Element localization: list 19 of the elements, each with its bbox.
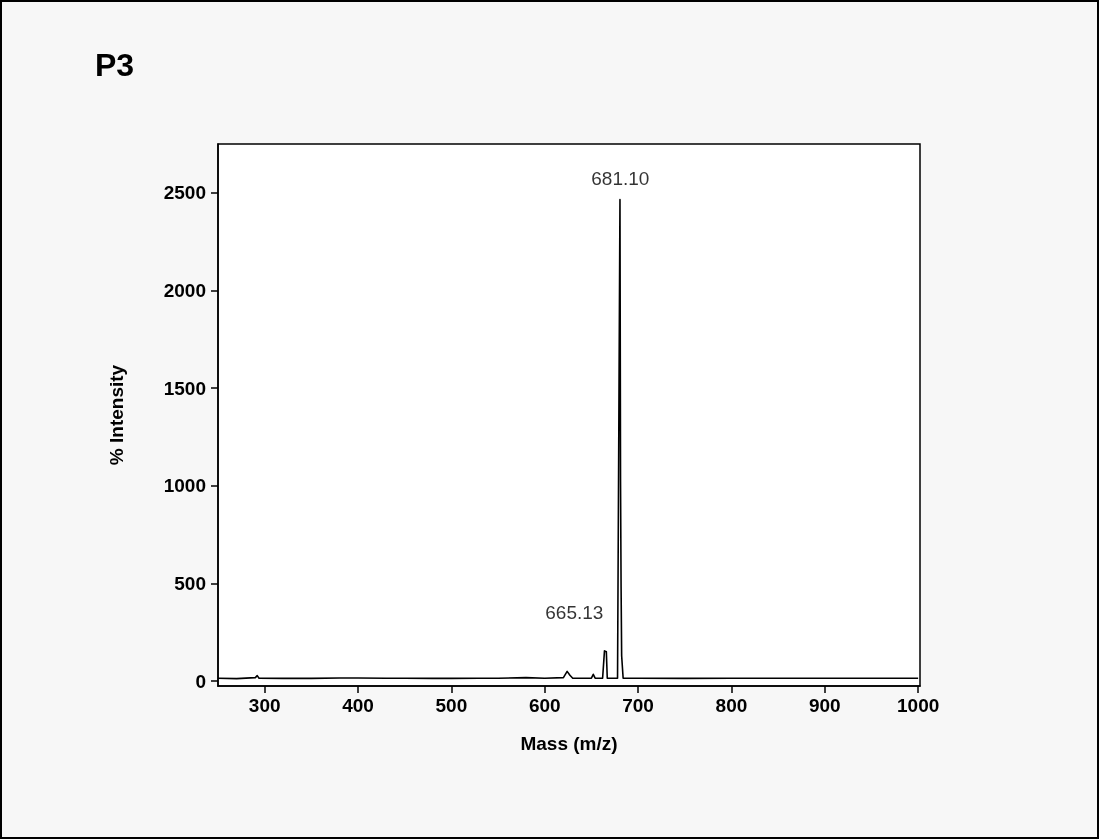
annotation: 665.13	[545, 602, 604, 624]
x-tick-label: 800	[715, 695, 748, 716]
x-tick-label: 500	[435, 695, 468, 716]
x-tick-label: 400	[342, 695, 374, 716]
y-tick-label: 2500	[163, 182, 206, 204]
chart-title: P3	[95, 47, 135, 83]
y-tick-label: 0	[195, 670, 206, 692]
y-tick-label: 2000	[163, 279, 206, 301]
annotation: 681.10	[591, 167, 650, 189]
y-axis-title: % Intensity	[106, 364, 127, 466]
y-tick-label: 500	[174, 572, 206, 594]
x-tick-label: 900	[808, 695, 841, 716]
y-tick-label: 1500	[163, 377, 206, 399]
x-axis-title: Mass (m/z)	[520, 733, 618, 754]
x-tick-label: 700	[622, 695, 654, 716]
x-tick-label: 600	[528, 695, 561, 716]
x-tick-label: 1000	[896, 695, 940, 716]
y-tick-label: 1000	[163, 475, 206, 497]
x-tick-label: 300	[248, 695, 281, 716]
